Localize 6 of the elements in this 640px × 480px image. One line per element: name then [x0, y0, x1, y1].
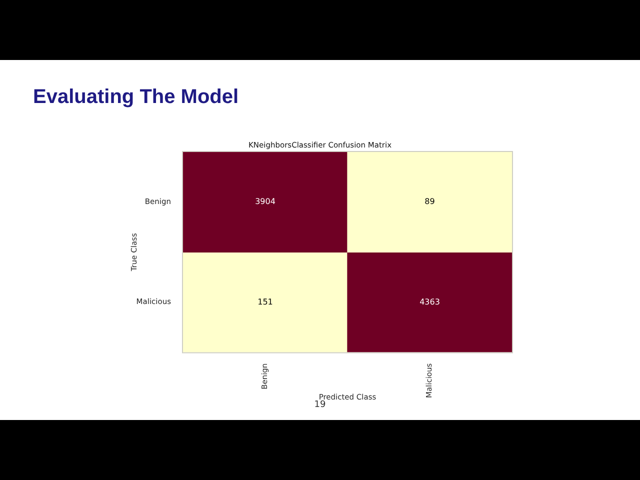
data-label: 3904 — [255, 197, 276, 206]
chart-title: Evaluating The Model — [33, 86, 239, 109]
text: 19 — [314, 400, 326, 411]
data-label: 151 — [258, 297, 273, 306]
data-label: 4363 — [420, 297, 440, 306]
data-label: 89 — [424, 197, 435, 206]
